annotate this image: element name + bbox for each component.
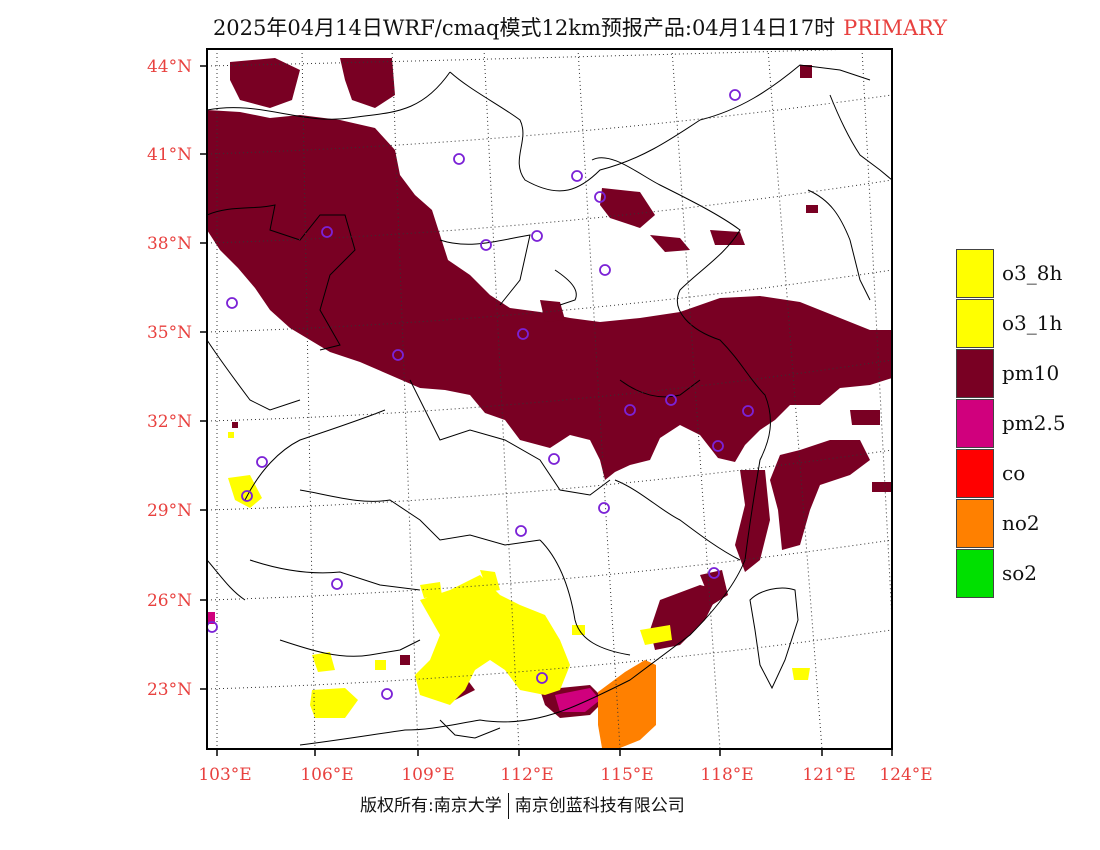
- map-title-tag: PRIMARY: [843, 16, 948, 40]
- longitude-labels: 103°E 106°E 109°E 112°E 115°E 118°E 121°…: [198, 765, 932, 785]
- boundary-lines: [207, 64, 892, 746]
- legend-label: pm2.5: [1002, 411, 1066, 435]
- legend-swatch: [956, 499, 994, 548]
- lon-label: 106°E: [300, 765, 353, 785]
- latitude-labels: 44°N 41°N 38°N 35°N 32°N 29°N 26°N 23°N: [147, 57, 192, 700]
- lat-label: 23°N: [147, 680, 192, 700]
- lat-label: 38°N: [147, 234, 192, 254]
- lon-label: 118°E: [700, 765, 753, 785]
- pm25-layer: [207, 612, 600, 712]
- o3-layer: [228, 432, 810, 718]
- lon-label: 109°E: [401, 765, 454, 785]
- lon-label: 124°E: [879, 765, 932, 785]
- lon-label: 115°E: [600, 765, 653, 785]
- legend-label: pm10: [1002, 361, 1060, 385]
- legend-swatch: [956, 549, 994, 598]
- legend-label: o3_1h: [1002, 311, 1063, 335]
- lon-label: 103°E: [198, 765, 251, 785]
- graticule: [207, 49, 892, 749]
- lon-label: 112°E: [500, 765, 553, 785]
- legend-label: no2: [1002, 511, 1040, 535]
- axis-ticks: [200, 65, 893, 756]
- map-title: 2025年04月14日WRF/cmaq模式12km预报产品:04月14日17时 P…: [0, 12, 1100, 42]
- lon-label: 121°E: [802, 765, 855, 785]
- no2-layer: [598, 660, 656, 748]
- legend-swatch: [956, 449, 994, 498]
- lat-label: 26°N: [147, 591, 192, 611]
- lat-label: 41°N: [147, 145, 192, 165]
- lat-label: 44°N: [147, 57, 192, 77]
- copyright-footer: 版权所有:南京大学 南京创蓝科技有限公司: [360, 791, 685, 819]
- footer-divider: [507, 793, 509, 819]
- legend-label: o3_8h: [1002, 261, 1063, 285]
- legend-label: so2: [1002, 561, 1038, 585]
- map-frame: [206, 48, 893, 750]
- legend-label: co: [1002, 461, 1026, 485]
- station-markers: [207, 89, 754, 700]
- copyright-right: 南京创蓝科技有限公司: [514, 796, 685, 816]
- map-title-text: 2025年04月14日WRF/cmaq模式12km预报产品:04月14日17时: [212, 16, 836, 40]
- legend-swatch: [956, 249, 994, 298]
- copyright-left: 版权所有:南京大学: [360, 796, 502, 816]
- legend-swatch: [956, 399, 994, 448]
- lat-label: 32°N: [147, 412, 192, 432]
- legend-swatch: [956, 349, 994, 398]
- lat-label: 29°N: [147, 501, 192, 521]
- pm10-layer: [207, 58, 892, 718]
- legend-swatch: [956, 299, 994, 348]
- lat-label: 35°N: [147, 323, 192, 343]
